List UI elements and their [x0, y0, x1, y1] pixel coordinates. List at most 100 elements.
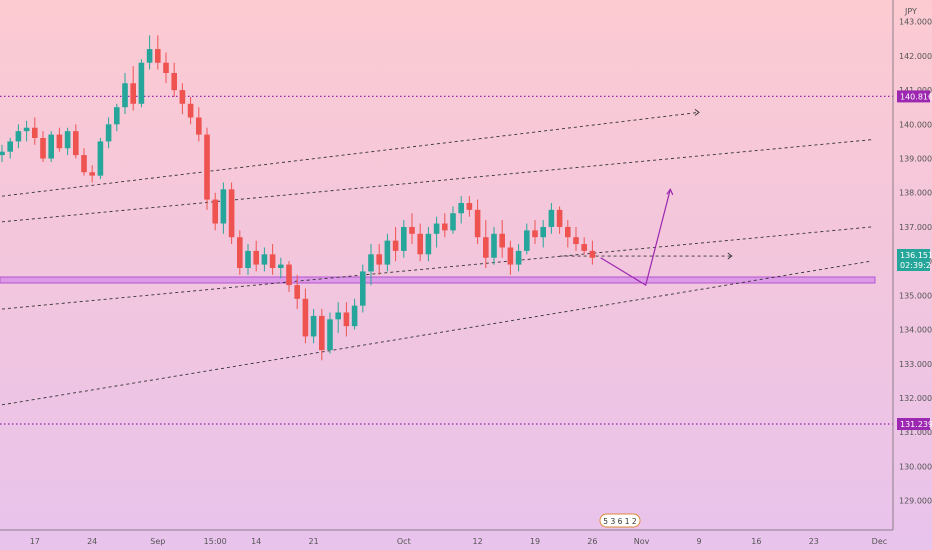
candle-body: [425, 233, 432, 255]
candle-body: [565, 226, 571, 238]
candle-body: [89, 172, 95, 176]
time-tick-label: 26: [587, 537, 597, 546]
price-tick-label: 143.000: [899, 18, 932, 27]
candle-body: [327, 319, 333, 351]
candle-body: [155, 49, 161, 63]
price-tick-label: 134.000: [899, 326, 932, 335]
candle-body: [269, 254, 276, 268]
time-tick-label: 24: [87, 537, 97, 546]
trendline: [1, 139, 872, 223]
candle-body: [81, 155, 87, 173]
trendline: [1, 260, 872, 406]
time-tick-label: 21: [309, 537, 319, 546]
candle-body: [507, 247, 514, 265]
candle-body: [204, 134, 210, 200]
candle-body: [376, 254, 382, 265]
candle-body: [450, 213, 456, 231]
candle-body: [556, 209, 563, 227]
candle-body: [351, 305, 358, 327]
candle-body: [466, 203, 473, 210]
candle-body: [540, 226, 546, 238]
candle-body: [524, 230, 530, 251]
candle-body: [581, 244, 587, 251]
time-tick-label: Oct: [397, 537, 411, 546]
projection-arrowhead: [666, 188, 674, 196]
ray-arrow: [694, 108, 700, 116]
candle-body: [474, 209, 481, 238]
candle-body: [253, 250, 259, 265]
time-tick-label: 16: [751, 537, 761, 546]
candle-body: [56, 134, 63, 149]
current-price-text: 136.151: [900, 251, 932, 260]
candle-body: [310, 315, 317, 337]
time-tick-label: 14: [251, 537, 261, 546]
candle-body: [105, 124, 112, 142]
support-zone: [0, 276, 876, 284]
time-tick-label: 23: [809, 537, 819, 546]
candle-body: [122, 83, 128, 108]
candles: [0, 35, 596, 361]
candle-body: [130, 83, 136, 104]
candle-body: [23, 127, 30, 132]
ray-arrow: [727, 252, 733, 260]
level-price-text: 140.816: [900, 92, 932, 101]
candle-body: [212, 199, 218, 224]
candle-body: [163, 62, 169, 73]
candle-body: [515, 250, 522, 265]
events-badge[interactable]: 5 3 6 1 2: [599, 513, 641, 528]
price-tick-label: 135.000: [899, 291, 932, 300]
price-tick-label: 139.000: [899, 155, 932, 164]
candle-body: [319, 315, 325, 351]
level-price-text: 131.239: [900, 420, 932, 429]
price-tick-label: 130.000: [899, 462, 932, 471]
candle-body: [40, 138, 46, 159]
level-price-tag: [897, 90, 930, 103]
time-tick-label: 15:00: [204, 537, 227, 546]
currency-label: JPY: [904, 7, 917, 16]
candle-body: [114, 107, 120, 125]
candle-body: [228, 189, 235, 238]
price-tick-label: 137.000: [899, 223, 932, 232]
price-tick-label: 140.000: [899, 120, 932, 129]
time-tick-label: Dec: [872, 537, 887, 546]
time-tick-label: 9: [696, 537, 701, 546]
price-tick-label: 129.000: [899, 497, 932, 506]
price-tick-label: 133.000: [899, 360, 932, 369]
candle-body: [187, 103, 194, 118]
candle-body: [360, 271, 366, 306]
time-tick-label: 19: [530, 537, 540, 546]
time-axis[interactable]: 17 24 Sep 15:00 14 21 Oct 12 19 26 Nov 9 16 23 Dec: [30, 537, 887, 546]
candle-body: [409, 226, 415, 234]
candle-body: [48, 134, 54, 159]
time-tick-label: 17: [30, 537, 40, 546]
candle-body: [146, 49, 153, 63]
candle-body: [171, 73, 177, 91]
horizontal-levels: [0, 95, 893, 425]
candle-body: [138, 62, 145, 104]
level-price-tag: [897, 418, 930, 431]
candle-body: [237, 237, 243, 268]
time-tick-label: 12: [473, 537, 483, 546]
candle-body: [483, 237, 489, 258]
candle-body: [64, 131, 71, 149]
trendline: [1, 226, 872, 310]
time-tick-label: Sep: [150, 537, 165, 546]
trendlines: [1, 108, 872, 406]
candle-body: [294, 285, 300, 299]
candle-body: [179, 90, 186, 104]
candle-body: [15, 131, 22, 142]
candle-body: [278, 264, 284, 268]
price-tick-label: 132.000: [899, 394, 932, 403]
candle-body: [245, 250, 251, 268]
price-tick-label: 131.000: [899, 428, 932, 437]
candle-body: [196, 117, 202, 135]
candle-body: [7, 141, 13, 152]
candle-body: [0, 151, 5, 156]
price-tick-label: 138.000: [899, 189, 932, 198]
candle-body: [442, 223, 448, 231]
candle-body: [343, 312, 350, 327]
candle-body: [32, 127, 38, 138]
candle-body: [548, 209, 555, 227]
